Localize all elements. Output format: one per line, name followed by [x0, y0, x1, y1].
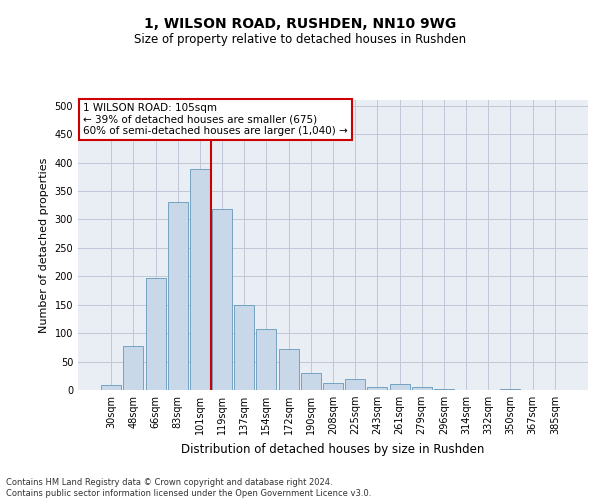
Bar [323, 383, 343, 390]
Y-axis label: Number of detached properties: Number of detached properties [39, 158, 49, 332]
Bar [367, 386, 388, 390]
Bar [212, 209, 232, 390]
Bar [389, 384, 410, 390]
Bar [146, 278, 166, 390]
Text: Size of property relative to detached houses in Rushden: Size of property relative to detached ho… [134, 32, 466, 46]
Bar [345, 379, 365, 390]
X-axis label: Distribution of detached houses by size in Rushden: Distribution of detached houses by size … [181, 442, 485, 456]
Bar [124, 346, 143, 390]
Bar [168, 202, 188, 390]
Bar [434, 389, 454, 390]
Bar [190, 170, 210, 390]
Bar [301, 373, 321, 390]
Bar [412, 387, 432, 390]
Bar [256, 329, 277, 390]
Text: Contains HM Land Registry data © Crown copyright and database right 2024.
Contai: Contains HM Land Registry data © Crown c… [6, 478, 371, 498]
Bar [101, 386, 121, 390]
Bar [278, 349, 299, 390]
Text: 1, WILSON ROAD, RUSHDEN, NN10 9WG: 1, WILSON ROAD, RUSHDEN, NN10 9WG [144, 18, 456, 32]
Bar [234, 304, 254, 390]
Text: 1 WILSON ROAD: 105sqm
← 39% of detached houses are smaller (675)
60% of semi-det: 1 WILSON ROAD: 105sqm ← 39% of detached … [83, 103, 348, 136]
